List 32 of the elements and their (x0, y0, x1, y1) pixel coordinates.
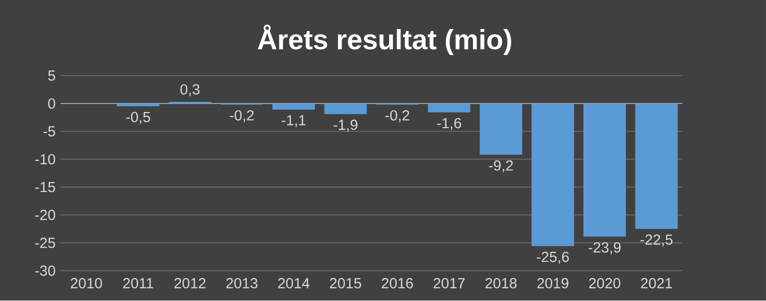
data-label: -0,2 (385, 110, 410, 122)
x-tick-label: 2021 (640, 278, 672, 289)
data-label: -9,2 (489, 160, 513, 173)
x-tick-label: 2020 (589, 278, 620, 289)
data-label: 0,3 (180, 84, 200, 96)
x-tick-label: 2015 (330, 278, 362, 289)
y-tick-label: -25 (35, 238, 56, 248)
data-label: -1,1 (282, 115, 306, 128)
x-tick-label: 2011 (123, 278, 154, 289)
data-label: -0,5 (126, 112, 150, 124)
data-label: -23,9 (588, 242, 621, 255)
data-label: -0,2 (230, 110, 254, 122)
y-tick-label: 0 (48, 98, 56, 109)
data-label: -1,6 (437, 118, 462, 130)
x-tick-label: 2016 (382, 278, 413, 289)
x-tick-label: 2013 (226, 278, 258, 289)
data-label: -25,6 (536, 252, 569, 264)
y-tick-label: 5 (48, 70, 56, 81)
chart-title: Årets resultat (mio) (258, 24, 512, 56)
data-label: -1,9 (334, 120, 358, 132)
x-tick-label: 2012 (174, 278, 206, 289)
x-tick-label: 2014 (278, 278, 310, 289)
x-tick-label: 2018 (485, 278, 517, 289)
y-tick-label: -15 (35, 182, 56, 192)
data-label: -22,5 (640, 234, 672, 247)
y-tick-label: -20 (35, 210, 56, 220)
x-tick-label: 2010 (70, 278, 102, 289)
x-tick-label: 2019 (537, 278, 568, 289)
y-tick-label: -5 (43, 126, 56, 137)
x-tick-label: 2017 (434, 278, 465, 289)
y-tick-label: -30 (35, 266, 56, 276)
y-tick-label: -10 (35, 154, 56, 165)
